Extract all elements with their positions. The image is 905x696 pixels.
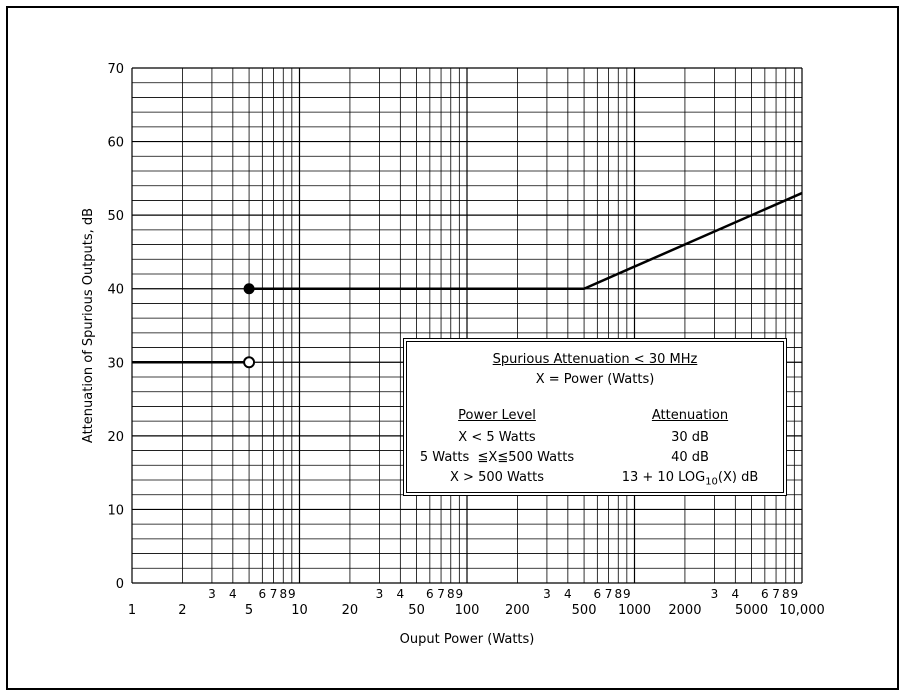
attenuation-row-3-prefix: 13 + 10 LOG <box>621 470 706 485</box>
x-minor-tick-label: 3 <box>376 587 384 601</box>
y-tick-label: 10 <box>107 503 124 518</box>
x-tick-label: 200 <box>505 603 530 618</box>
x-minor-tick-label: 9 <box>288 587 296 601</box>
x-minor-tick-label: 9 <box>456 587 464 601</box>
power-level-row-3: X > 500 Watts <box>450 470 544 485</box>
x-minor-tick-label: 8 <box>279 587 287 601</box>
x-minor-tick-label: 6 <box>761 587 769 601</box>
attenuation-row-3: 13 + 10 LOG10(X) dB <box>595 470 785 488</box>
attenuation-row-2: 40 dB <box>671 450 709 465</box>
x-minor-tick-label: 7 <box>437 587 445 601</box>
x-minor-tick-label: 4 <box>564 587 572 601</box>
grid-lines <box>131 67 803 584</box>
y-tick-label: 40 <box>107 283 124 298</box>
attenuation-table: Spurious Attenuation < 30 MHz X = Power … <box>403 338 787 496</box>
x-tick-label: 50 <box>408 603 425 618</box>
x-tick-label: 100 <box>455 603 480 618</box>
data-series <box>132 191 803 369</box>
x-minor-tick-label: 3 <box>543 587 551 601</box>
y-tick-label: 50 <box>107 209 124 224</box>
table-subtitle: X = Power (Watts) <box>535 372 655 387</box>
x-tick-label: 1 <box>128 603 136 618</box>
x-tick-label: 1000 <box>618 603 651 618</box>
y-tick-label: 0 <box>116 577 124 592</box>
x-minor-tick-label: 6 <box>594 587 602 601</box>
power-level-row-1: X < 5 Watts <box>458 430 536 445</box>
series-line <box>249 191 803 290</box>
x-minor-tick-label: 3 <box>711 587 719 601</box>
x-tick-label: 2000 <box>668 603 701 618</box>
attenuation-header: Attenuation <box>651 408 729 423</box>
y-axis-title: Attenuation of Spurious Outputs, dB <box>81 208 96 443</box>
attenuation-row-3-suffix: (X) dB <box>717 470 759 485</box>
x-tick-label: 10,000 <box>779 603 825 618</box>
y-tick-label: 60 <box>107 136 124 151</box>
attenuation-row-1: 30 dB <box>671 430 709 445</box>
y-tick-label: 70 <box>107 62 124 77</box>
x-tick-label: 500 <box>572 603 597 618</box>
x-minor-tick-label: 4 <box>229 587 237 601</box>
x-minor-tick-label: 8 <box>782 587 790 601</box>
x-tick-label: 20 <box>342 603 359 618</box>
x-minor-tick-label: 4 <box>397 587 405 601</box>
x-tick-label: 5000 <box>735 603 768 618</box>
x-axis-title: Ouput Power (Watts) <box>400 632 535 647</box>
x-minor-tick-label: 8 <box>447 587 455 601</box>
x-minor-tick-label: 7 <box>772 587 780 601</box>
x-minor-tick-label: 8 <box>614 587 622 601</box>
attenuation-row-3-subscript: 10 <box>705 476 718 488</box>
x-minor-tick-label: 9 <box>623 587 631 601</box>
x-minor-tick-label: 6 <box>426 587 434 601</box>
x-minor-tick-label: 9 <box>791 587 799 601</box>
x-minor-tick-label: 4 <box>732 587 740 601</box>
x-tick-label: 2 <box>178 603 186 618</box>
y-tick-label: 30 <box>107 356 124 371</box>
table-title: Spurious Attenuation < 30 MHz <box>492 352 698 367</box>
power-level-row-2: 5 Watts ≦X≦500 Watts <box>419 450 575 465</box>
x-minor-tick-label: 7 <box>605 587 613 601</box>
y-tick-label: 20 <box>107 430 124 445</box>
x-minor-tick-label: 7 <box>270 587 278 601</box>
filled-circle-marker <box>243 283 255 295</box>
x-minor-tick-label: 3 <box>208 587 216 601</box>
x-tick-label: 5 <box>245 603 253 618</box>
x-tick-label: 10 <box>291 603 308 618</box>
power-level-header: Power Level <box>458 408 536 423</box>
x-minor-tick-label: 6 <box>259 587 267 601</box>
open-circle-marker <box>243 356 256 369</box>
tick-labels: 0 10 20 30 40 50 60 70 1 2 5 10 20 50 100 200 500 1000 200… <box>107 62 824 618</box>
